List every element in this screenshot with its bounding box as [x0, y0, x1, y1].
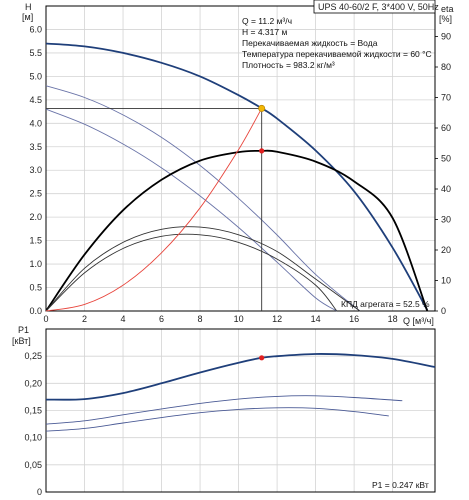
- operating-info: Q = 11.2 м³/ч H = 4.317 м Перекачиваемая…: [242, 16, 432, 70]
- x-tick-label: 12: [272, 314, 282, 324]
- power-panel-frame: [45, 328, 436, 493]
- efficiency-label: КПД агрегата = 52.5 %: [341, 299, 430, 309]
- y-tick-label: 2.5: [29, 189, 42, 199]
- x-tick-label: 0: [43, 314, 48, 324]
- x-tick-label: 8: [198, 314, 203, 324]
- head-panel-points: [258, 104, 266, 154]
- head-speed-2-curve: [45, 85, 361, 312]
- y2-tick-label: 90: [441, 32, 451, 42]
- x-tick-label: 16: [349, 314, 359, 324]
- y-tick-label: 6.0: [29, 24, 42, 34]
- efficiency-speed-3-curve: [45, 149, 429, 312]
- head-speed-1-curve: [45, 108, 338, 312]
- power-speed-2-curve: [45, 395, 403, 425]
- y2-tick-label: 70: [441, 93, 451, 103]
- y2-tick-label: 0: [441, 306, 446, 316]
- y2-tick-label: 40: [441, 184, 451, 194]
- y-tick-label: 1.0: [29, 259, 42, 269]
- power-tick-label: 0,10: [24, 433, 42, 443]
- y-tick-label: 0.5: [29, 283, 42, 293]
- y2-axis-label: eta: [441, 4, 454, 14]
- y-tick-label: 3.0: [29, 165, 42, 175]
- y-tick-label: 0.0: [29, 306, 42, 316]
- info-temperature: Температура перекачиваемой жидкости = 60…: [242, 49, 432, 59]
- y2-tick-label: 30: [441, 215, 451, 225]
- info-head: H = 4.317 м: [242, 27, 287, 37]
- y2-tick-label: 80: [441, 62, 451, 72]
- y2-tick-label: 20: [441, 245, 451, 255]
- power-tick-label: 0,15: [24, 406, 42, 416]
- y-tick-label: 5.0: [29, 71, 42, 81]
- x-axis-label: Q [м³/ч]: [403, 316, 434, 326]
- head-panel-ticks: 0 2 4 6 8 10 12 14 16 18 0.0 0.5 1.0 1.5 2.0 2.5 3.0 3.5 4…: [29, 24, 451, 324]
- operating-point-guides: [46, 107, 263, 311]
- power-speed-1-curve: [45, 407, 389, 432]
- power-panel-ticks: 0 0,05 0,10 0,15 0,20 0,25: [24, 351, 42, 497]
- power-axis-label: P1: [18, 325, 29, 335]
- power-panel-points: [259, 355, 265, 361]
- y-tick-label: 4.0: [29, 118, 42, 128]
- y2-axis-unit: [%]: [439, 14, 452, 24]
- power-tick-label: 0,20: [24, 378, 42, 388]
- power-tick-label: 0: [37, 487, 42, 497]
- head-speed-3-curve: [45, 42, 429, 311]
- y-axis-unit: [м]: [22, 12, 33, 22]
- x-tick-label: 14: [311, 314, 321, 324]
- x-tick-label: 18: [388, 314, 398, 324]
- y2-tick-label: 10: [441, 276, 451, 286]
- power-axis-unit: [кВт]: [12, 336, 31, 346]
- efficiency-point-marker: [259, 148, 265, 154]
- y-tick-label: 3.5: [29, 142, 42, 152]
- x-tick-label: 2: [82, 314, 87, 324]
- power-label: P1 = 0.247 кВт: [372, 480, 429, 490]
- x-tick-label: 6: [159, 314, 164, 324]
- y-tick-label: 1.5: [29, 236, 42, 246]
- info-flow: Q = 11.2 м³/ч: [242, 16, 292, 26]
- info-density: Плотность = 983.2 кг/м³: [242, 60, 335, 70]
- y-tick-label: 2.0: [29, 212, 42, 222]
- power-tick-label: 0,05: [24, 460, 42, 470]
- title-box: [313, 0, 436, 14]
- x-tick-label: 10: [234, 314, 244, 324]
- chart-title: UPS 40-60/2 F, 3*400 V, 50Hz: [318, 2, 439, 12]
- power-tick-label: 0,25: [24, 351, 42, 361]
- duty-point-marker: [258, 104, 266, 112]
- y-axis-label: H: [25, 2, 32, 12]
- info-liquid: Перекачиваемая жидкость = Вода: [242, 38, 378, 48]
- efficiency-speed-1-curve: [45, 233, 338, 312]
- y-tick-label: 5.5: [29, 48, 42, 58]
- efficiency-speed-2-curve: [45, 226, 361, 312]
- head-panel-curves: [45, 42, 429, 312]
- y-tick-label: 4.5: [29, 95, 42, 105]
- system-curve-curve: [45, 108, 263, 312]
- x-tick-label: 4: [121, 314, 126, 324]
- power-speed-3-curve: [45, 353, 436, 401]
- y2-tick-label: 50: [441, 154, 451, 164]
- y2-tick-label: 60: [441, 123, 451, 133]
- power-panel-curves: [45, 353, 436, 432]
- power-point-marker: [259, 355, 265, 361]
